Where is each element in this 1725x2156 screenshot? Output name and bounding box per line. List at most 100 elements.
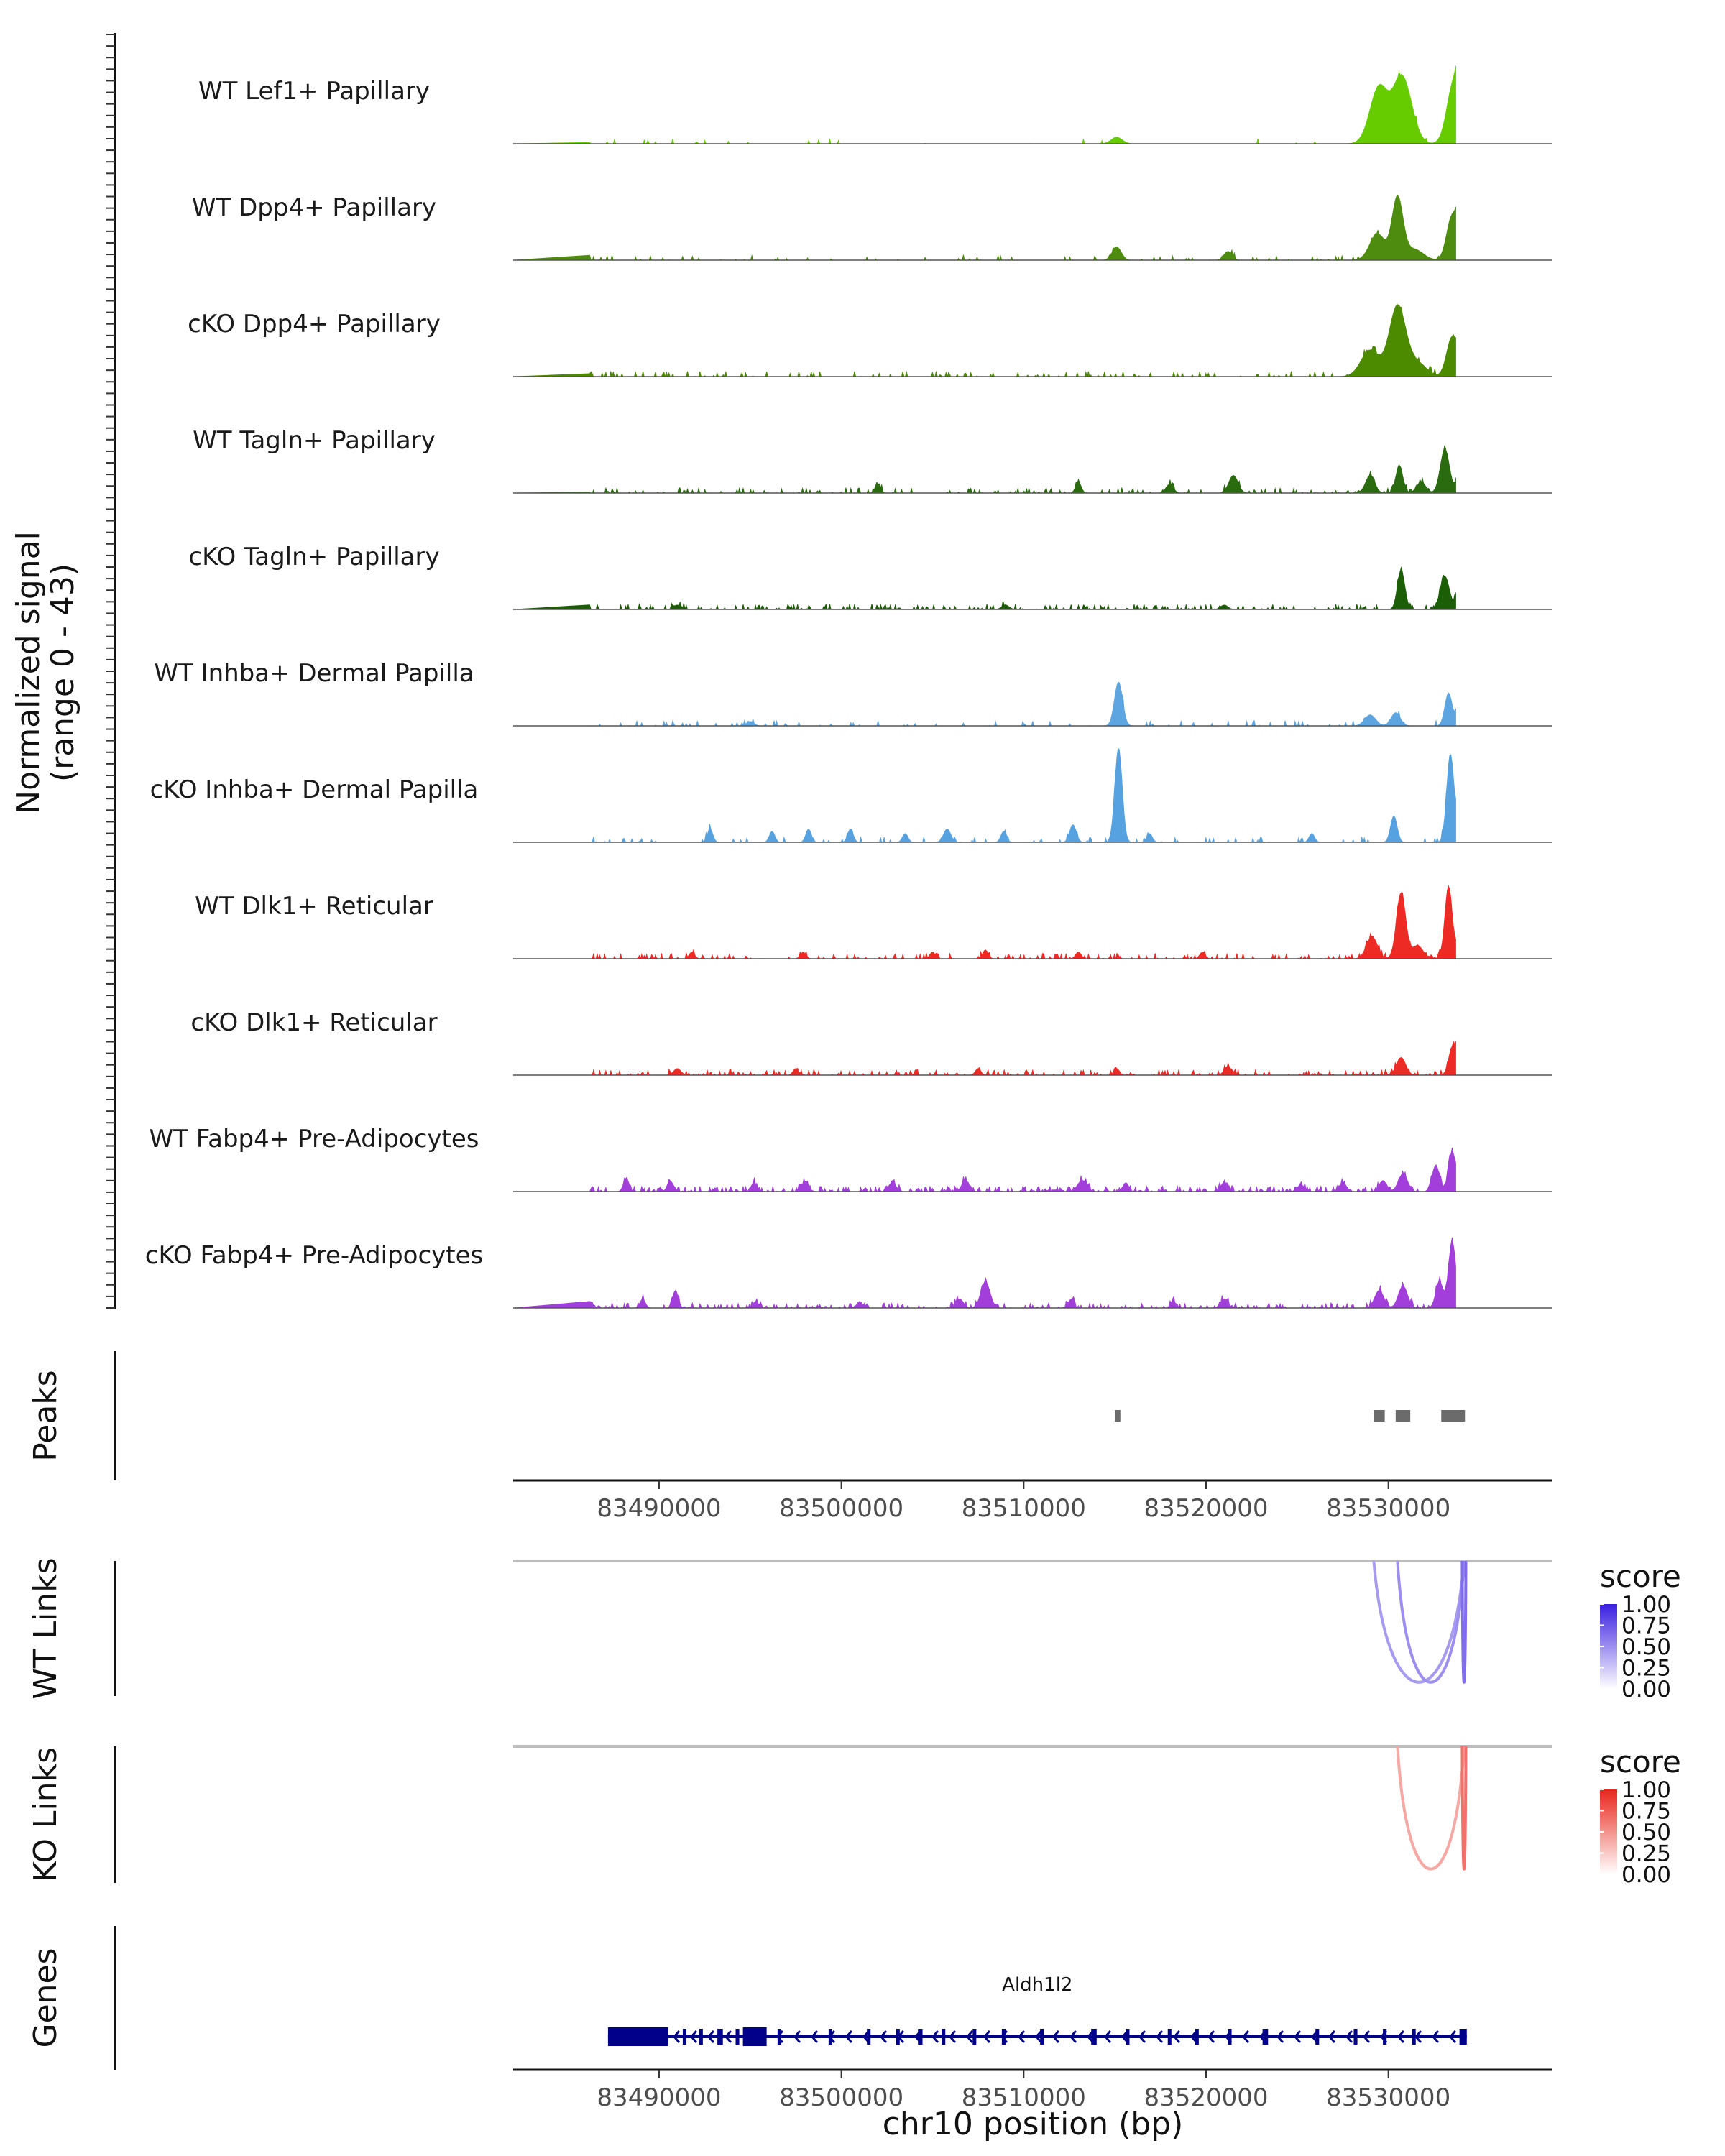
gene-exon (1001, 2029, 1006, 2045)
x-tick-label-genes: 83490000 (597, 2083, 721, 2112)
strand-arrow (1172, 2030, 1181, 2043)
gene-exon (742, 2027, 767, 2046)
strand-arrow (689, 2030, 698, 2043)
strand-arrow (1362, 2030, 1371, 2043)
legend-tick-label: 0.25 (1622, 1841, 1671, 1867)
strand-arrow (1241, 2030, 1250, 2043)
x-tick-label-genes: 83500000 (779, 2083, 903, 2112)
strand-arrow (1431, 2030, 1440, 2043)
gene-exon (828, 2029, 832, 2045)
coverage-track: cKO Inhba+ Dermal Papilla (150, 747, 1552, 844)
coverage-track: WT Lef1+ Papillary (198, 65, 1552, 144)
strand-arrow (1328, 2030, 1336, 2043)
x-tick-label-peaks: 83500000 (779, 1494, 903, 1523)
legend-title: score (1600, 1559, 1681, 1594)
gene-exon (1228, 2029, 1232, 2045)
coverage-track-label: cKO Fabp4+ Pre-Adipocytes (145, 1241, 484, 1270)
strand-arrow (672, 2030, 681, 2043)
x-tick-label-peaks: 83520000 (1144, 1494, 1268, 1523)
coverage-panel: Normalized signal(range 0 - 43) WT Lef1+ … (10, 33, 1552, 1309)
links-track-label: KO Links (27, 1747, 64, 1882)
legend-tick-label: 1.00 (1622, 1592, 1671, 1618)
strand-arrow (724, 2030, 732, 2043)
coverage-track: cKO Fabp4+ Pre-Adipocytes (145, 1237, 1552, 1309)
gene-name-label: Aldh1l2 (1002, 1974, 1072, 1996)
strand-arrow (1155, 2030, 1164, 2043)
coverage-y-axis-title: Normalized signal(range 0 - 43) (10, 531, 81, 814)
strand-arrow (1034, 2030, 1043, 2043)
gene-exon (1167, 2029, 1172, 2045)
x-tick-label-genes: 83520000 (1144, 2083, 1268, 2112)
x-tick-label-genes: 83530000 (1326, 2083, 1450, 2112)
legend-tick-label: 0.50 (1622, 1634, 1671, 1660)
coverage-y-axis-title-line1: Normalized signal (10, 531, 47, 814)
genes-track-label: Genes (27, 1948, 64, 2047)
gene-exon (777, 2029, 781, 2045)
x-tick-label-peaks: 83490000 (597, 1494, 721, 1523)
gene-exon (1262, 2029, 1269, 2045)
strand-arrow (1052, 2030, 1060, 2043)
legend-tick-label: 0.75 (1622, 1613, 1671, 1639)
strand-arrow (1138, 2030, 1146, 2043)
link-arc (1460, 1746, 1468, 1871)
links-track-label: WT Links (27, 1557, 64, 1699)
genes-panel: Genes Aldh1l2 (27, 1926, 1467, 2070)
strand-arrow (1207, 2030, 1215, 2043)
coverage-track-label: WT Inhba+ Dermal Papilla (154, 659, 474, 688)
coverage-track-label: WT Lef1+ Papillary (198, 77, 430, 106)
gene-exon (918, 2029, 923, 2045)
strand-arrow (810, 2030, 819, 2043)
gene-exon (735, 2029, 740, 2045)
gene-exon (867, 2029, 871, 2045)
coverage-track-label: cKO Tagln+ Papillary (188, 543, 439, 571)
peaks-panel: Peaks (27, 1351, 1466, 1480)
gene-exon (972, 2029, 977, 2045)
gene-exon (1126, 2029, 1130, 2045)
coverage-track: cKO Dlk1+ Reticular (190, 1008, 1552, 1077)
coverage-track: WT Fabp4+ Pre-Adipocytes (150, 1125, 1552, 1193)
legend-tick-label: 0.00 (1622, 1862, 1671, 1888)
coverage-track: WT Dpp4+ Papillary (192, 193, 1552, 262)
gene-exon (1091, 2029, 1097, 2045)
legend-tick-label: 0.75 (1622, 1799, 1671, 1825)
strand-arrow (1017, 2030, 1026, 2043)
peak-region (1115, 1410, 1121, 1422)
link-arc (1396, 1746, 1466, 1871)
link-arc (1460, 1560, 1468, 1684)
strand-arrow (931, 2030, 939, 2043)
gene-exon (1315, 2029, 1320, 2045)
coverage-track: cKO Dpp4+ Papillary (188, 304, 1552, 378)
x-tick-label-peaks: 83510000 (962, 1494, 1086, 1523)
gene-exon (942, 2029, 946, 2045)
peak-region (1441, 1410, 1466, 1422)
strand-arrow (1190, 2030, 1198, 2043)
legend-tick-label: 0.00 (1622, 1677, 1671, 1703)
x-tick-label-genes: 83510000 (962, 2083, 1086, 2112)
x-tick-label-peaks: 83530000 (1326, 1494, 1450, 1523)
strand-arrow (1276, 2030, 1284, 2043)
strand-arrow (1414, 2030, 1422, 2043)
coverage-track: cKO Tagln+ Papillary (188, 543, 1552, 611)
gene-exon (1353, 2029, 1358, 2045)
coverage-track-label: WT Tagln+ Papillary (193, 426, 436, 455)
gene-exon (682, 2029, 686, 2045)
strand-arrow (845, 2030, 853, 2043)
coverage-track-label: cKO Dpp4+ Papillary (188, 310, 441, 338)
gene-exon (896, 2029, 900, 2045)
gene-exon (699, 2029, 703, 2045)
gene-exon (1459, 2029, 1467, 2045)
coverage-track-label: WT Dpp4+ Papillary (192, 193, 436, 222)
strand-arrow (1103, 2030, 1112, 2043)
strand-arrow (879, 2030, 888, 2043)
gene-exon (607, 2027, 668, 2046)
gene-exon (1040, 2029, 1044, 2045)
gene-exon (1195, 2029, 1199, 2045)
strand-arrow (948, 2030, 957, 2043)
coverage-y-axis-title-line2: (range 0 - 43) (45, 563, 81, 782)
strand-arrow (793, 2030, 801, 2043)
